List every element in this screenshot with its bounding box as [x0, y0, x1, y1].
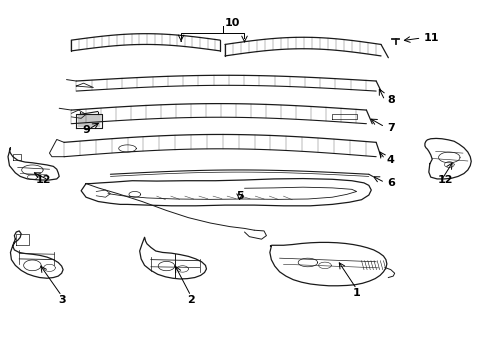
- Text: 7: 7: [386, 123, 394, 133]
- Text: 5: 5: [235, 191, 243, 201]
- Text: 2: 2: [186, 295, 194, 305]
- Text: 6: 6: [386, 178, 394, 188]
- Text: 12: 12: [35, 175, 51, 185]
- Text: 10: 10: [224, 18, 240, 28]
- Text: 1: 1: [352, 288, 360, 298]
- Text: 3: 3: [58, 295, 65, 305]
- Text: 4: 4: [386, 155, 394, 165]
- Text: 9: 9: [82, 125, 90, 135]
- Text: 11: 11: [423, 33, 439, 43]
- Text: 8: 8: [386, 95, 394, 105]
- Text: 12: 12: [437, 175, 453, 185]
